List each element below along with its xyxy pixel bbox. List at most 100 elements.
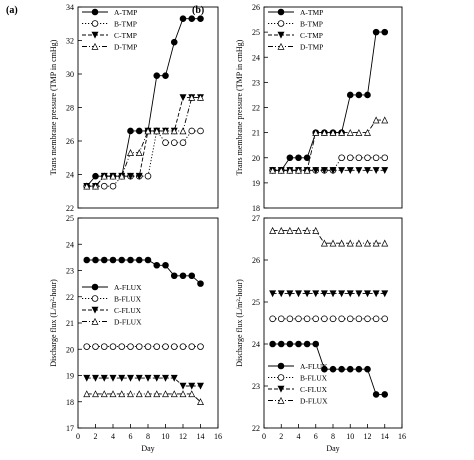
series-b-tmp xyxy=(83,127,204,190)
data-point xyxy=(197,15,204,23)
data-point xyxy=(338,365,345,373)
data-point xyxy=(153,261,161,269)
y-tick-label: 23 xyxy=(252,382,260,391)
legend-label: D-TMP xyxy=(114,43,137,52)
data-point xyxy=(153,374,161,382)
series-line xyxy=(86,18,201,187)
legend-label: B-FLUX xyxy=(114,295,142,304)
x-tick-label: 4 xyxy=(111,432,115,441)
data-point xyxy=(118,390,126,398)
y-tick-label: 22 xyxy=(66,204,74,213)
legend-label: B-TMP xyxy=(300,20,323,29)
series-d-flux xyxy=(83,390,204,405)
data-point xyxy=(329,365,337,373)
y-tick-label: 24 xyxy=(252,53,260,62)
x-tick-label: 16 xyxy=(398,432,406,441)
x-tick-label: 14 xyxy=(197,432,205,441)
y-tick-label: 20 xyxy=(252,154,260,163)
data-point xyxy=(312,340,320,348)
data-point xyxy=(135,149,143,156)
data-point xyxy=(135,256,143,264)
data-point xyxy=(188,390,196,398)
data-point xyxy=(372,290,380,298)
data-point xyxy=(355,167,363,174)
data-point xyxy=(109,390,117,398)
data-point xyxy=(295,154,302,162)
data-point xyxy=(329,315,337,323)
data-point xyxy=(372,154,380,162)
chart-panel-2: 18 19 20 21 22 23 24 25 26 Trans membrane pressur… xyxy=(192,3,403,213)
data-point xyxy=(338,128,346,136)
x-tick-label: 4 xyxy=(297,432,301,441)
legend-label: B-TMP xyxy=(114,20,137,29)
data-point xyxy=(355,128,363,136)
y-tick-label: 17 xyxy=(66,424,74,433)
legend-marker xyxy=(277,374,285,381)
data-point xyxy=(346,167,354,174)
data-point xyxy=(92,343,99,350)
y-tick-label: 23 xyxy=(66,267,74,276)
data-point xyxy=(329,128,337,136)
data-point xyxy=(355,290,363,298)
data-point xyxy=(346,290,354,298)
data-point xyxy=(381,116,389,124)
legend-marker xyxy=(91,42,99,50)
panel-label: (a) xyxy=(6,5,18,16)
data-point xyxy=(179,94,187,102)
data-point xyxy=(179,139,187,146)
data-point xyxy=(188,93,196,101)
data-point xyxy=(286,226,294,234)
y-tick-label: 18 xyxy=(252,204,260,213)
data-point xyxy=(109,343,117,350)
data-point xyxy=(303,166,311,174)
series-a-flux xyxy=(269,340,389,398)
y-axis-label: Trans membrane pressure (TMP in cmHg) xyxy=(235,39,244,175)
legend-label: C-TMP xyxy=(300,31,323,40)
data-point xyxy=(170,390,178,398)
series-c-flux xyxy=(269,290,389,298)
data-point xyxy=(127,127,134,135)
data-point xyxy=(321,315,328,323)
plot-frame xyxy=(263,6,403,209)
data-point xyxy=(144,256,152,264)
legend-marker xyxy=(91,283,99,291)
data-point xyxy=(92,256,99,264)
data-point xyxy=(179,343,187,350)
x-axis-label: Day xyxy=(141,444,154,453)
data-point xyxy=(162,343,169,350)
data-point xyxy=(295,290,302,298)
data-point xyxy=(364,315,371,323)
data-point xyxy=(320,239,328,247)
data-point xyxy=(312,128,320,136)
data-point xyxy=(355,315,363,323)
data-point xyxy=(162,374,169,382)
data-point xyxy=(83,182,91,190)
data-point xyxy=(83,343,91,350)
data-point xyxy=(364,365,371,373)
data-point xyxy=(100,343,108,350)
legend-marker xyxy=(277,385,285,393)
series-b-flux xyxy=(83,343,204,350)
y-tick-label: 22 xyxy=(252,424,260,433)
data-point xyxy=(144,343,152,350)
y-tick-label: 19 xyxy=(252,179,260,188)
data-point xyxy=(170,139,178,146)
data-point xyxy=(364,128,371,136)
series-line xyxy=(86,259,201,284)
data-point xyxy=(364,239,371,247)
y-tick-label: 32 xyxy=(66,37,74,46)
data-point xyxy=(321,365,328,373)
y-tick-label: 25 xyxy=(252,298,260,307)
data-point xyxy=(197,127,204,135)
data-point xyxy=(179,127,187,135)
x-axis-label: Day xyxy=(326,444,339,453)
data-point xyxy=(295,315,302,323)
data-point xyxy=(197,398,204,405)
legend-label: C-FLUX xyxy=(300,385,328,394)
data-point xyxy=(295,166,302,174)
data-point xyxy=(269,315,276,323)
data-point xyxy=(277,166,285,174)
legend: A-TMP B-TMP C-TMP D-TMP xyxy=(268,8,323,52)
data-point xyxy=(355,91,363,99)
